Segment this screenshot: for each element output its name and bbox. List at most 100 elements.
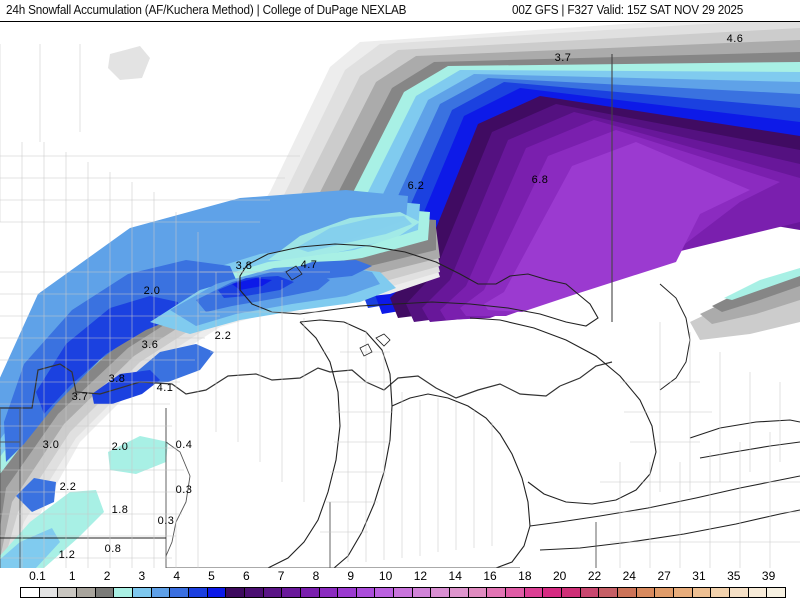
colorbar-swatch (188, 588, 208, 597)
colorbar-tick-label: 2 (103, 569, 111, 583)
colorbar-tick-label: 10 (378, 569, 393, 583)
colorbar-swatch (506, 588, 525, 597)
colorbar-swatch (562, 588, 581, 597)
colorbar-swatch (599, 588, 618, 597)
value-label: 2.0 (111, 441, 129, 453)
lake-islands (285, 265, 391, 357)
colorbar-swatch (207, 588, 227, 597)
isolated-precip-patch (108, 46, 150, 80)
contour-band-group-east-tail (690, 268, 800, 340)
colorbar-tick-label: 0.1 (29, 569, 46, 583)
state-boundaries (0, 408, 597, 568)
colorbar-swatch (580, 588, 600, 597)
colorbar-tick-label: 7 (277, 569, 285, 583)
value-label: 0.8 (104, 543, 122, 555)
colorbar-tick-label: 39 (761, 569, 776, 583)
product-title: 24h Snowfall Accumulation (AF/Kuchera Me… (6, 3, 407, 17)
colorbar-tick-label: 35 (727, 569, 741, 583)
political-boundaries (0, 54, 800, 568)
colorbar-swatch (673, 588, 693, 597)
value-label: 0.4 (175, 439, 193, 451)
colorbar-swatch (450, 588, 469, 597)
colorbar-swatch (468, 588, 488, 597)
value-label: 0.3 (157, 515, 175, 527)
value-label: 1.2 (58, 549, 76, 561)
colorbar-swatch (244, 588, 264, 597)
colorbar-swatch (338, 588, 357, 597)
value-label: 6.8 (531, 174, 549, 186)
value-label: 3.8 (235, 260, 253, 272)
colorbar-swatch (114, 588, 133, 597)
colorbar-swatch (356, 588, 376, 597)
value-label: 6.2 (407, 180, 425, 192)
model-valid-time: 00Z GFS | F327 Valid: 15Z SAT NOV 29 202… (512, 3, 744, 17)
colorbar-swatch (263, 588, 283, 597)
colorbar-tick-label: 16 (483, 569, 497, 583)
colorbar-tick-label: 9 (347, 569, 355, 583)
value-label: 4.7 (300, 259, 318, 271)
colorbar-legend: 0.1 1 2 3 4 5 6 7 8 9 10 12 14 16 18 20 22 24 27 31 35 39 (0, 568, 800, 600)
colorbar-swatch (170, 588, 189, 597)
value-label: 3.7 (554, 52, 572, 64)
colorbar-tick-label: 24 (622, 569, 636, 583)
value-label: 2.2 (59, 481, 77, 493)
colorbar-tick-label: 14 (448, 569, 462, 583)
snowfall-contour-map (0, 22, 800, 568)
colorbar-swatch (76, 588, 96, 597)
value-label: 2.2 (214, 330, 232, 342)
colorbar-swatch (618, 588, 637, 597)
value-label: 3.8 (108, 373, 126, 385)
colorbar-swatch (692, 588, 712, 597)
colorbar-tick-label: 12 (413, 569, 428, 583)
colorbar-tick-label: 27 (657, 569, 671, 583)
colorbar-swatch (431, 588, 451, 597)
colorbar-tick-label: 6 (242, 569, 250, 583)
colorbar-tick-label: 20 (552, 569, 567, 583)
colorbar-swatch (711, 588, 730, 597)
colorbar-tick-label: 22 (587, 569, 602, 583)
colorbar-swatch (394, 588, 413, 597)
colorbar-tick-labels: 0.1 1 2 3 4 5 6 7 8 9 10 12 14 16 18 20 22 24 27 31 35 39 (0, 568, 800, 585)
colorbar-swatch (543, 588, 563, 597)
value-label: 0.3 (175, 484, 193, 496)
colorbar-swatch (636, 588, 656, 597)
colorbar-swatch (487, 588, 507, 597)
colorbar-swatch (412, 588, 432, 597)
value-label: 3.6 (141, 339, 159, 351)
header-divider (0, 21, 800, 22)
value-label: 3.0 (42, 439, 60, 451)
value-label: 3.7 (71, 391, 89, 403)
colorbar-swatch (375, 588, 395, 597)
value-label: 4.6 (726, 33, 744, 45)
contour-band-group-northwest (268, 212, 420, 260)
colorbar-swatch (151, 588, 171, 597)
colorbar-swatches[interactable] (20, 587, 786, 598)
colorbar-tick-label: 5 (208, 569, 215, 583)
colorbar-tick-label: 8 (312, 569, 320, 583)
county-boundaries (0, 44, 800, 568)
colorbar-swatch (524, 588, 544, 597)
colorbar-swatch (729, 588, 749, 597)
map-canvas[interactable]: 4.6 3.7 6.2 6.8 3.8 4.7 2.0 2.2 3.6 3.8 … (0, 22, 800, 568)
colorbar-swatch (748, 588, 768, 597)
colorbar-swatch (655, 588, 674, 597)
colorbar-swatch (319, 588, 339, 597)
colorbar-swatch (95, 588, 115, 597)
colorbar-swatch (226, 588, 245, 597)
colorbar-tick-label: 18 (518, 569, 532, 583)
value-label: 2.0 (143, 285, 161, 297)
colorbar-tick-label: 31 (692, 569, 706, 583)
colorbar-tick-label: 4 (173, 569, 181, 583)
colorbar-swatch (300, 588, 320, 597)
value-label: 1.8 (111, 504, 129, 516)
colorbar-swatch (39, 588, 59, 597)
header-bar: 24h Snowfall Accumulation (AF/Kuchera Me… (0, 0, 800, 22)
colorbar-swatch (282, 588, 301, 597)
colorbar-swatch (767, 588, 785, 597)
colorbar-tick-label: 3 (138, 569, 146, 583)
value-label: 4.1 (156, 382, 174, 394)
colorbar-swatch (21, 588, 40, 597)
colorbar-swatch (58, 588, 77, 597)
colorbar-tick-label: 1 (68, 569, 76, 583)
